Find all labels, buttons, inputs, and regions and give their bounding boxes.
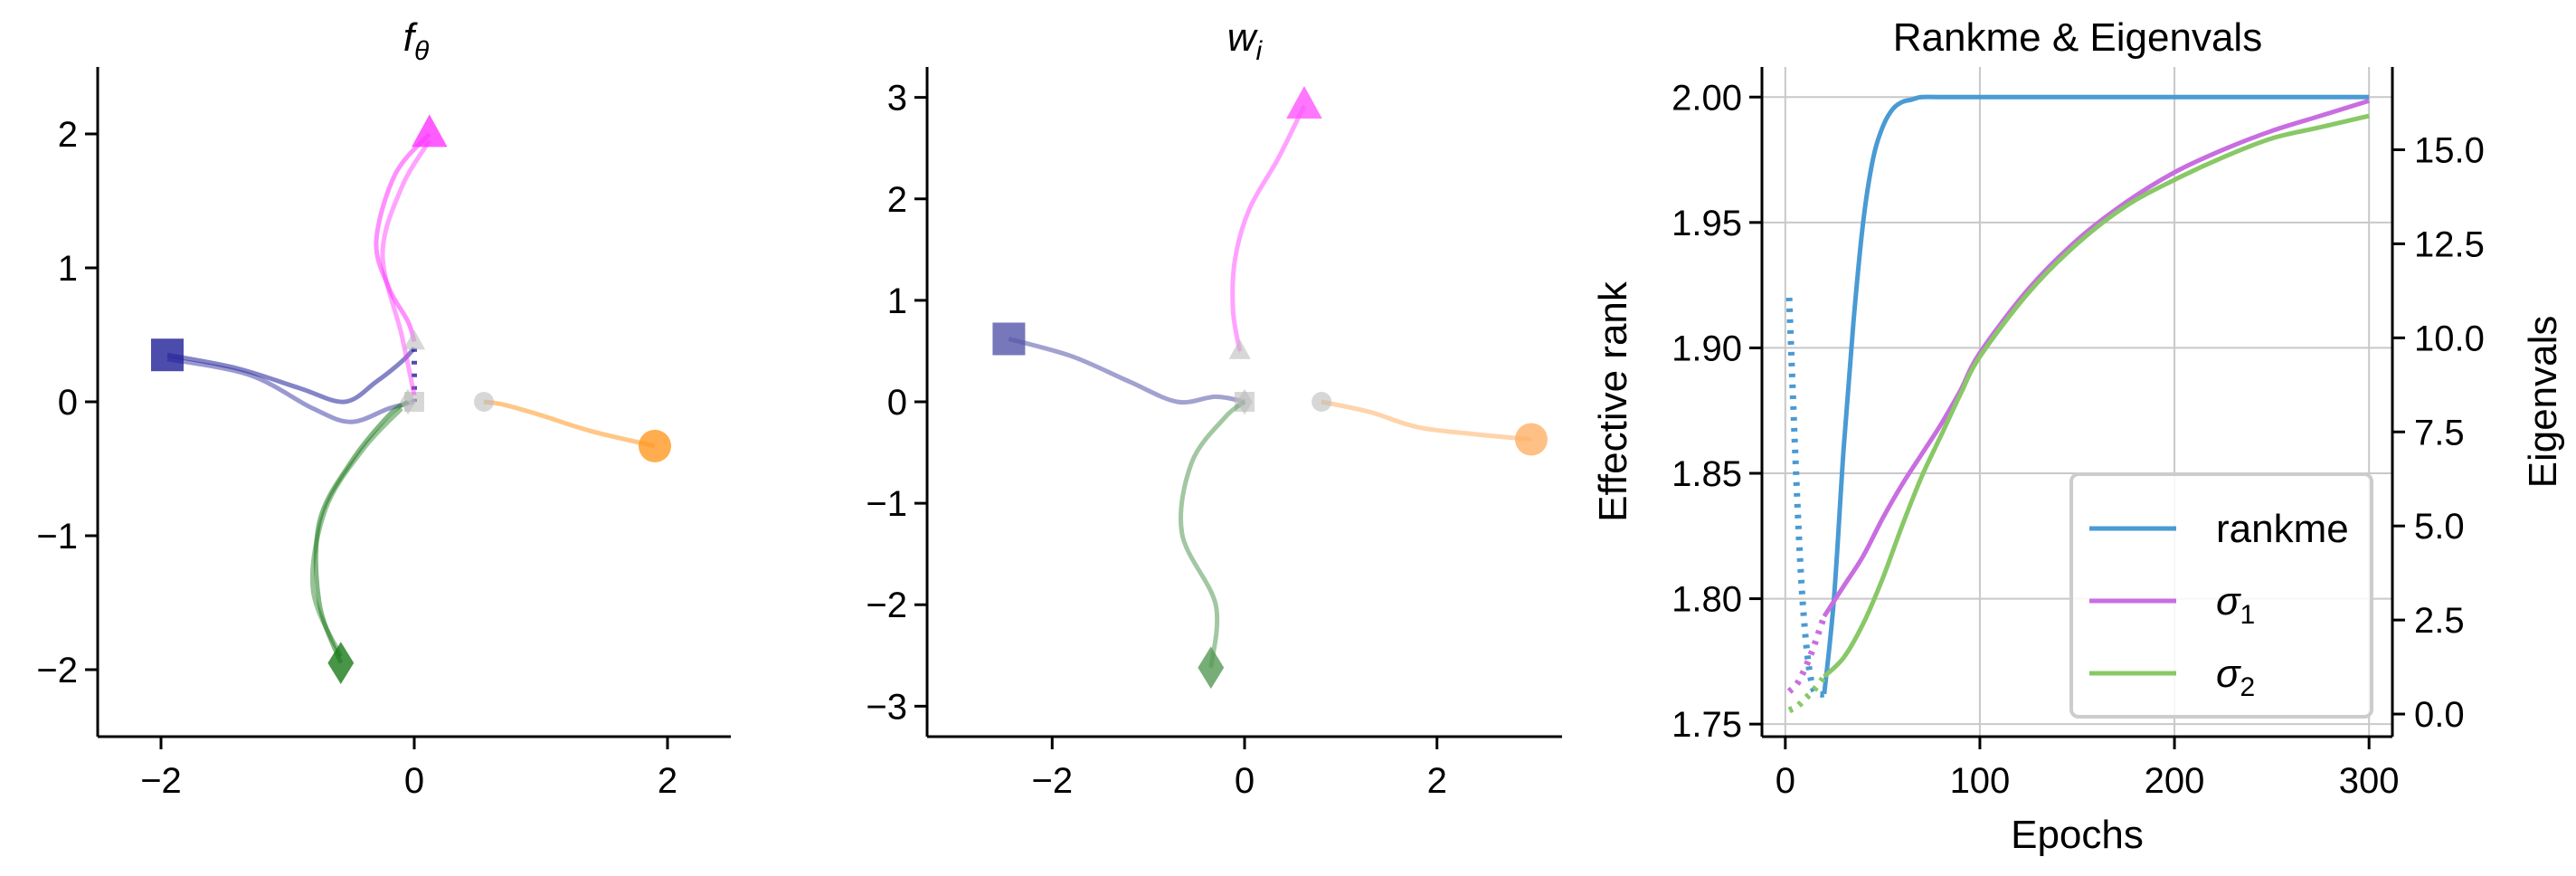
endpoint-marker	[1198, 646, 1225, 690]
origin-marker	[402, 329, 426, 350]
origin-marker	[1228, 338, 1251, 359]
y-tick-label: 2	[887, 180, 907, 220]
origin-marker	[1236, 388, 1253, 415]
series-line-σ2	[1823, 113, 2370, 679]
y-tick-label: 1.85	[1672, 454, 1742, 494]
origin-marker	[474, 392, 494, 412]
x-tick-label: 0	[1776, 761, 1795, 801]
panel-title-rankme: Rankme & Eigenvals	[1893, 15, 2262, 60]
trajectory-line	[1230, 104, 1307, 352]
x-tick-label: −2	[1031, 761, 1073, 801]
trajectory-line	[374, 132, 431, 343]
panel-title-w-sub: i	[1256, 36, 1264, 66]
trajectory-line	[1321, 399, 1532, 442]
panel-f-theta: −2 0 2 −2 −1 0 1 2	[36, 67, 731, 801]
series-dotted-rankme	[1785, 297, 1825, 698]
panel-title-w-i: wi	[1227, 15, 1264, 66]
y-tick-label: −1	[36, 517, 78, 557]
y-tick-label: 0	[58, 383, 78, 423]
endpoint-marker	[151, 338, 184, 372]
y2-axis-label: Eigenvals	[2521, 316, 2565, 489]
y2-tick-label: 2.5	[2414, 601, 2465, 641]
y-axis-label: Effective rank	[1591, 281, 1635, 522]
x-tick-label: 2	[1427, 761, 1447, 801]
endpoint-marker	[412, 114, 448, 148]
y2-tick-label: 15.0	[2414, 130, 2485, 170]
y2-tick-label: 12.5	[2414, 224, 2485, 264]
y-tick-label: 1.95	[1672, 204, 1742, 243]
legend-label: σ1	[2216, 579, 2255, 630]
panel-rankme-eigenvals: 0 100 200 300 1.75 1.80 1.85 1.90 1.95 2.00 0.0 2.5…	[1591, 67, 2565, 857]
y-tick-label: 3	[887, 79, 907, 119]
trajectory-line	[166, 347, 416, 405]
y2-tick-label: 10.0	[2414, 319, 2485, 358]
y-tick-label: 1.80	[1672, 580, 1742, 620]
endpoint-marker	[1286, 86, 1322, 119]
y-tick-label: 0	[887, 383, 907, 423]
series-dotted-σ1	[1786, 614, 1828, 694]
x-tick-label: −2	[140, 761, 182, 801]
x-tick-label: 200	[2145, 761, 2205, 801]
y-tick-label: −2	[866, 586, 907, 625]
panel-title-f-sub: θ	[414, 36, 430, 66]
trajectory-line	[1179, 399, 1246, 669]
y2-tick-label: 5.0	[2414, 507, 2465, 547]
x-axis-label: Epochs	[2011, 813, 2144, 857]
endpoint-marker	[639, 429, 671, 462]
y2-tick-label: 0.0	[2414, 695, 2465, 735]
y-tick-label: 1.75	[1672, 705, 1742, 745]
panel-title-w-base: w	[1227, 15, 1259, 60]
endpoint-marker	[1514, 423, 1548, 456]
y-tick-label: −3	[866, 687, 907, 727]
x-tick-label: 0	[1235, 761, 1255, 801]
legend-label: σ2	[2216, 652, 2255, 702]
y-tick-label: 1.90	[1672, 328, 1742, 368]
legend-box	[2069, 472, 2373, 719]
trajectory-line	[1008, 337, 1245, 405]
origin-marker	[400, 388, 416, 415]
x-tick-label: 100	[1950, 761, 2011, 801]
trajectory-line	[483, 399, 656, 449]
trajectory-line-secondary	[380, 139, 431, 396]
endpoint-marker	[992, 322, 1026, 356]
series-line-rankme	[1822, 94, 2370, 695]
y-tick-label: −2	[36, 651, 78, 690]
y-tick-label: 1	[887, 281, 907, 321]
panel-title-f-theta: fθ	[403, 15, 430, 66]
panel-w-i: −2 0 2 −3 −2 −1 0 1 2 3	[866, 67, 1562, 801]
trajectory-line	[313, 399, 410, 664]
y-tick-label: 2.00	[1672, 78, 1742, 118]
trajectory-line-secondary	[166, 357, 415, 424]
x-tick-label: 2	[658, 761, 677, 801]
origin-marker	[1312, 392, 1332, 412]
series-dotted-σ2	[1787, 674, 1827, 714]
endpoint-marker	[327, 642, 355, 684]
y-tick-label: 2	[58, 115, 78, 155]
y-tick-label: 1	[58, 249, 78, 289]
legend-label: rankme	[2216, 507, 2349, 551]
x-tick-label: 300	[2339, 761, 2400, 801]
y2-tick-label: 7.5	[2414, 413, 2465, 452]
y-tick-label: −1	[866, 484, 907, 524]
trajectory-line-secondary	[309, 406, 403, 658]
x-tick-label: 0	[404, 761, 424, 801]
